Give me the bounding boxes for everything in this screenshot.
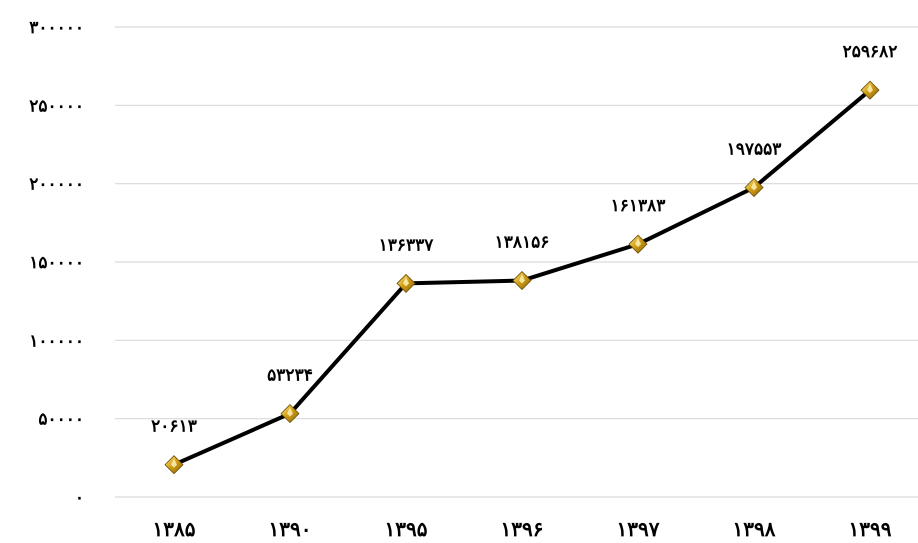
y-axis-labels: ۰ ۵۰۰۰۰ ۱۰۰۰۰۰ ۱۵۰۰۰۰ ۲۰۰۰۰۰ ۲۵۰۰۰۰ ۳۰۰۰۰۰ [29, 18, 84, 508]
x-tick-label: ۱۳۹۷ [617, 517, 660, 541]
data-point-marker [512, 270, 532, 291]
y-tick-label: ۵۰۰۰۰ [38, 410, 84, 430]
data-point-marker [744, 177, 764, 198]
x-tick-label: ۱۳۹۸ [733, 517, 776, 541]
x-axis-labels: ۱۳۸۵ ۱۳۹۰ ۱۳۹۵ ۱۳۹۶ ۱۳۹۷ ۱۳۹۸ ۱۳۹۹ [153, 517, 892, 541]
x-tick-label: ۱۳۹۵ [385, 517, 428, 541]
data-label: ۱۳۸۱۵۶ [495, 233, 550, 253]
data-point-marker [164, 455, 184, 475]
data-label: ۱۶۱۳۸۳ [611, 196, 666, 216]
y-tick-label: ۱۵۰۰۰۰ [29, 253, 84, 273]
data-point-marker [280, 404, 300, 424]
data-markers [164, 80, 880, 475]
data-point-marker [396, 273, 416, 293]
data-label: ۵۳۲۳۴ [267, 366, 313, 386]
grid-lines [115, 26, 918, 498]
data-labels: ۲۰۶۱۳ ۵۳۲۳۴ ۱۳۶۳۳۷ ۱۳۸۱۵۶ ۱۶۱۳۸۳ ۱۹۷۵۵۳ ۲۵۹۶۸۲ [151, 42, 897, 437]
y-tick-label: ۲۵۰۰۰۰ [29, 96, 84, 116]
data-label: ۲۵۹۶۸۲ [843, 42, 898, 62]
y-tick-label: ۲۰۰۰۰۰ [29, 175, 84, 195]
x-tick-label: ۱۳۹۰ [269, 517, 312, 541]
data-label: ۱۹۷۵۵۳ [727, 140, 782, 160]
x-tick-label: ۱۳۹۶ [501, 517, 544, 541]
data-label: ۱۳۶۳۳۷ [379, 235, 435, 255]
y-tick-label: ۰ [75, 488, 84, 508]
y-tick-label: ۳۰۰۰۰۰ [29, 18, 84, 38]
data-label: ۲۰۶۱۳ [151, 417, 197, 437]
y-tick-label: ۱۰۰۰۰۰ [29, 331, 84, 351]
data-point-marker [628, 234, 648, 254]
x-tick-label: ۱۳۸۵ [153, 517, 196, 541]
x-tick-label: ۱۳۹۹ [849, 517, 892, 541]
data-point-marker [860, 80, 880, 100]
